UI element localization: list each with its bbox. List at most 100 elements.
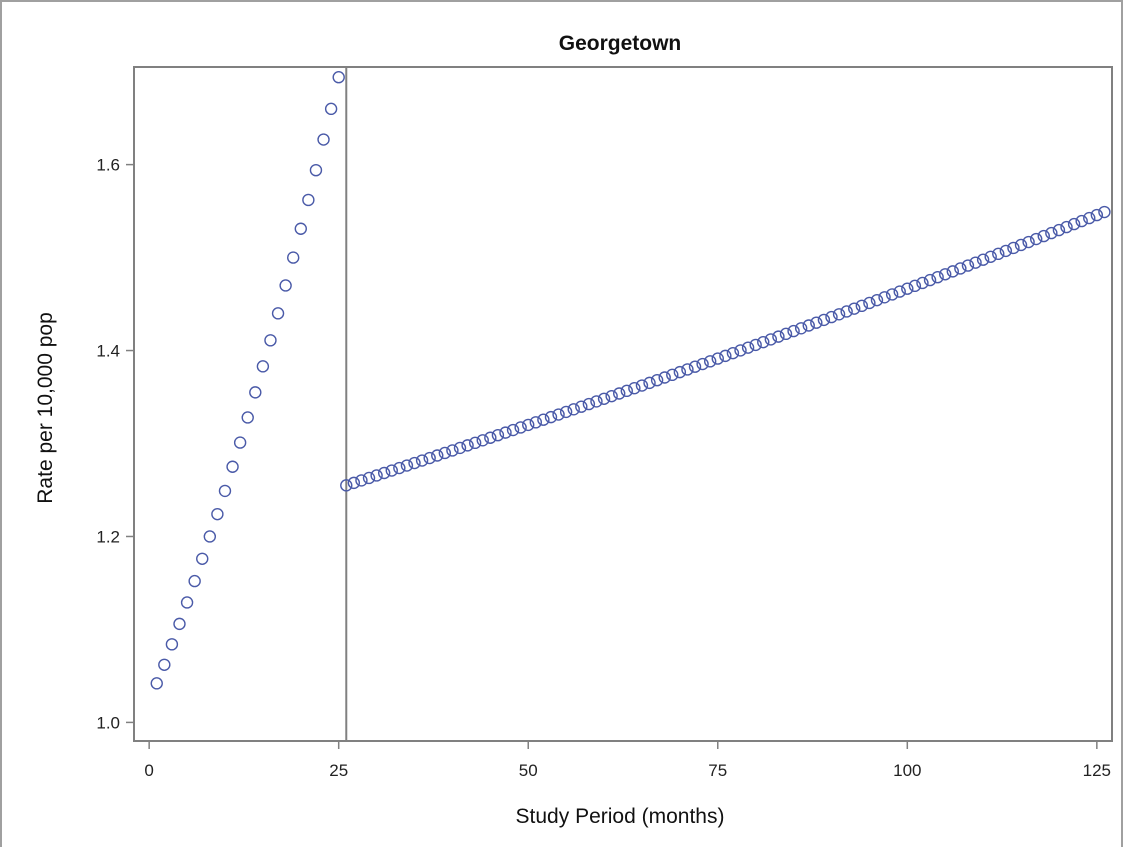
- data-point: [218, 484, 232, 498]
- data-point: [719, 349, 732, 363]
- data-point: [673, 365, 687, 379]
- data-point: [764, 333, 778, 346]
- data-point: [939, 268, 952, 281]
- data-point: [878, 291, 891, 304]
- data-point: [643, 376, 656, 390]
- data-point: [150, 677, 163, 690]
- chart-title: Georgetown: [559, 32, 682, 55]
- data-point: [840, 305, 853, 318]
- data-point: [294, 222, 307, 235]
- data-point: [605, 389, 618, 403]
- data-point: [575, 400, 588, 413]
- data-point: [1045, 226, 1058, 240]
- data-point: [893, 285, 906, 298]
- data-point: [810, 316, 823, 329]
- y-tick-label: 1.4: [96, 342, 120, 361]
- data-point: [188, 574, 201, 588]
- data-point: [559, 405, 573, 419]
- data-point: [196, 552, 209, 565]
- data-point: [931, 270, 944, 284]
- data-point: [901, 282, 914, 295]
- data-point: [658, 371, 671, 384]
- data-point: [340, 479, 353, 492]
- data-point: [734, 344, 747, 357]
- data-point: [514, 421, 527, 434]
- data-point: [976, 253, 990, 266]
- data-point: [741, 341, 755, 354]
- data-point: [779, 327, 793, 341]
- data-point: [552, 408, 565, 421]
- data-point: [703, 355, 717, 368]
- data-point: [711, 352, 724, 365]
- data-point: [499, 426, 512, 439]
- data-point: [309, 163, 323, 177]
- data-point: [438, 446, 452, 460]
- data-point: [415, 454, 429, 467]
- data-point: [165, 638, 179, 651]
- data-point: [180, 596, 194, 609]
- data-point: [1083, 211, 1096, 225]
- data-point: [241, 411, 254, 424]
- data-point: [863, 296, 876, 310]
- x-axis-label: Study Period (months): [516, 805, 725, 828]
- data-point: [1014, 238, 1028, 252]
- data-point: [158, 658, 171, 671]
- data-point: [249, 386, 262, 399]
- data-point: [264, 334, 277, 347]
- data-point: [635, 379, 649, 392]
- data-point: [567, 403, 580, 416]
- data-point: [726, 346, 740, 360]
- data-point: [999, 244, 1013, 258]
- data-point: [408, 456, 421, 470]
- data-point: [522, 418, 535, 432]
- data-point: [461, 439, 474, 452]
- data-point: [1060, 220, 1073, 234]
- data-point: [256, 360, 270, 373]
- data-point: [681, 363, 694, 376]
- data-point: [446, 444, 459, 457]
- data-point: [1090, 208, 1104, 222]
- data-point: [757, 335, 770, 349]
- data-point: [393, 461, 406, 475]
- data-point: [1075, 214, 1088, 228]
- data-point: [279, 279, 292, 292]
- data-point: [855, 299, 869, 313]
- data-point: [961, 259, 975, 272]
- data-point: [453, 441, 467, 455]
- data-point: [544, 410, 558, 424]
- data-point: [355, 474, 368, 487]
- data-point: [400, 459, 414, 472]
- data-point: [628, 381, 641, 395]
- data-point: [287, 251, 300, 264]
- y-tick-label: 1.6: [96, 156, 120, 175]
- data-point: [590, 395, 603, 408]
- data-point: [772, 330, 785, 343]
- data-point: [613, 387, 626, 400]
- data-point: [870, 293, 884, 307]
- data-points: [150, 71, 1111, 690]
- data-point: [817, 313, 831, 327]
- data-point: [317, 133, 330, 146]
- data-point: [787, 324, 800, 338]
- data-point: [271, 307, 285, 320]
- y-tick-label: 1.2: [96, 527, 120, 546]
- x-tick-label: 125: [1083, 761, 1111, 780]
- data-point: [332, 71, 345, 84]
- data-point: [506, 423, 520, 437]
- data-point: [802, 319, 815, 332]
- data-point: [1029, 232, 1043, 246]
- data-point: [537, 413, 550, 426]
- data-point: [650, 373, 664, 387]
- data-point: [347, 476, 361, 490]
- x-tick-label: 100: [893, 761, 921, 780]
- x-tick-label: 75: [708, 761, 727, 780]
- data-point: [491, 428, 505, 442]
- data-point: [946, 265, 959, 278]
- data-point: [620, 384, 633, 398]
- data-point: [885, 288, 899, 301]
- data-point: [1052, 223, 1066, 237]
- data-point: [203, 530, 217, 543]
- data-point: [992, 247, 1005, 261]
- data-point: [468, 436, 482, 450]
